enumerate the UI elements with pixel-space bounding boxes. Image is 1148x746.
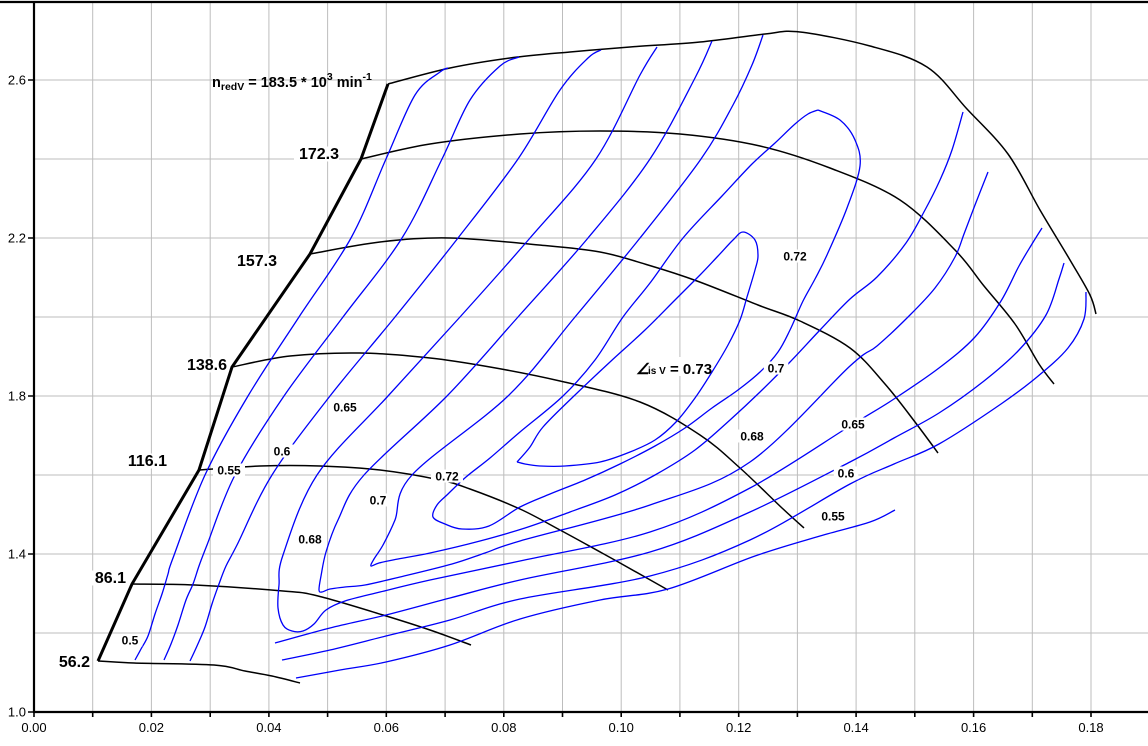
svg-text:0.68: 0.68 [740, 430, 764, 444]
svg-text:0.65: 0.65 [333, 401, 357, 415]
svg-text:0.55: 0.55 [821, 510, 845, 524]
svg-text:0.06: 0.06 [374, 720, 399, 735]
svg-text:0.72: 0.72 [435, 470, 459, 484]
svg-text:is V = 0.73: is V = 0.73 [648, 361, 712, 378]
svg-text:0.7: 0.7 [370, 494, 387, 508]
svg-text:0.68: 0.68 [298, 533, 322, 547]
svg-text:172.3: 172.3 [299, 146, 339, 163]
svg-text:1.0: 1.0 [8, 705, 26, 720]
svg-text:0.18: 0.18 [1078, 720, 1103, 735]
svg-text:0.65: 0.65 [841, 418, 865, 432]
svg-text:1.8: 1.8 [8, 389, 26, 404]
svg-text:116.1: 116.1 [128, 453, 167, 470]
svg-text:157.3: 157.3 [237, 253, 277, 270]
svg-text:0.55: 0.55 [217, 464, 241, 478]
svg-text:0.04: 0.04 [256, 720, 281, 735]
svg-text:1.4: 1.4 [8, 547, 26, 562]
svg-text:138.6: 138.6 [187, 357, 227, 374]
svg-text:nredV = 183.5 * 103 min-1: nredV = 183.5 * 103 min-1 [212, 71, 372, 93]
svg-text:0.72: 0.72 [783, 250, 807, 264]
svg-text:0.14: 0.14 [843, 720, 868, 735]
svg-text:0.16: 0.16 [961, 720, 986, 735]
svg-text:0.7: 0.7 [768, 362, 785, 376]
svg-text:0.5: 0.5 [122, 634, 139, 648]
svg-text:0.6: 0.6 [274, 445, 291, 459]
svg-text:0.6: 0.6 [838, 467, 855, 481]
svg-text:∠: ∠ [636, 361, 650, 378]
svg-text:56.2: 56.2 [59, 654, 90, 671]
svg-text:2.2: 2.2 [8, 231, 26, 246]
svg-text:0.12: 0.12 [726, 720, 751, 735]
svg-text:2.6: 2.6 [8, 73, 26, 88]
svg-text:0.10: 0.10 [609, 720, 634, 735]
svg-text:0.00: 0.00 [21, 720, 46, 735]
svg-text:0.08: 0.08 [491, 720, 516, 735]
svg-text:0.02: 0.02 [139, 720, 164, 735]
svg-text:86.1: 86.1 [95, 570, 126, 587]
